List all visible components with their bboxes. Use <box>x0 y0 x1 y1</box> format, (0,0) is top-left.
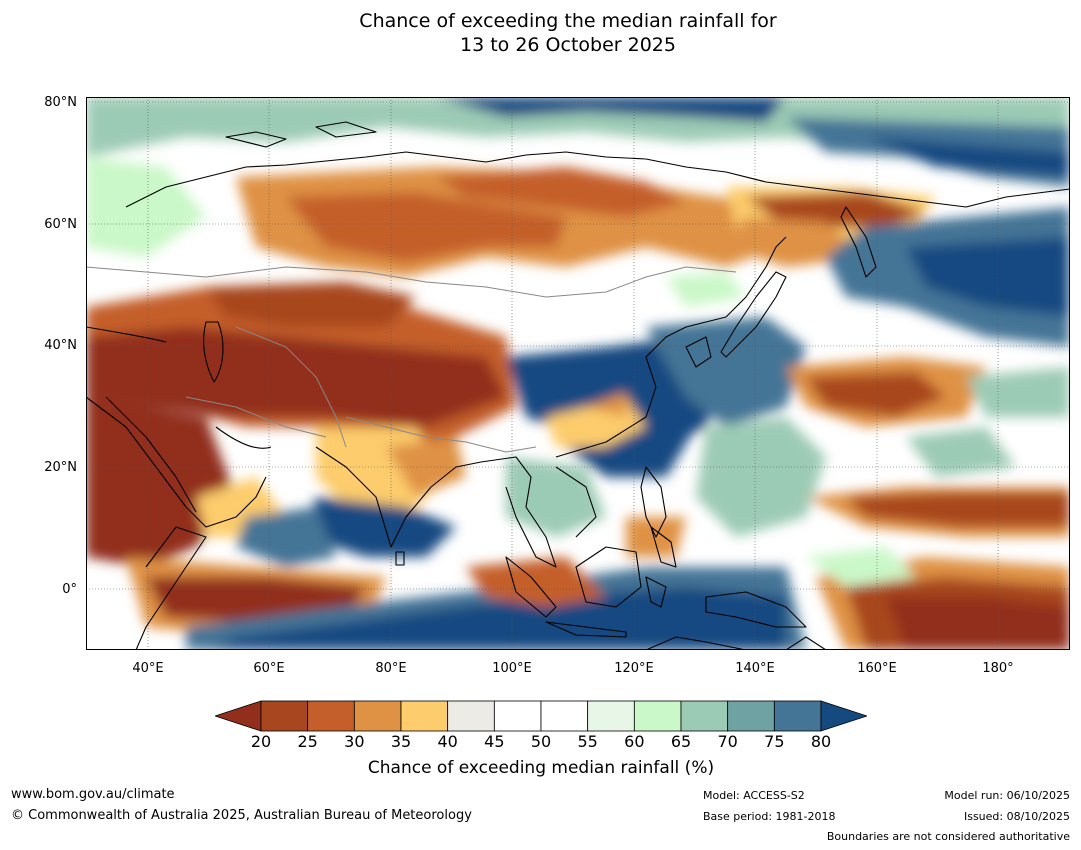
colorbar-extend-low <box>215 700 262 732</box>
colorbar-tick-label: 35 <box>390 732 412 751</box>
colorbar-tick-label: 50 <box>530 732 552 751</box>
lat-label-0: 0° <box>62 582 77 597</box>
country-borders <box>86 266 737 453</box>
lon-label-140e: 140°E <box>735 661 775 676</box>
colorbar-tick-label: 30 <box>344 732 365 751</box>
issued-text: Issued: 08/10/2025 <box>963 810 1070 823</box>
lon-label-120e: 120°E <box>614 661 654 676</box>
lat-label-20n: 20°N <box>44 460 77 475</box>
rainfall-probability-map <box>86 97 1070 650</box>
model-text: Model: ACCESS-S2 <box>703 789 805 802</box>
colorbar-cell <box>540 700 589 732</box>
colorbar-cell <box>587 700 635 732</box>
base-period-text: Base period: 1981-2018 <box>703 810 836 823</box>
colorbar-tick-label: 45 <box>484 732 505 751</box>
colorbar-cell <box>633 700 682 732</box>
boundaries-note: Boundaries are not considered authoritat… <box>826 830 1070 843</box>
colorbar-extend-high <box>820 700 867 732</box>
lon-label-80e: 80°E <box>375 661 407 676</box>
colorbar-cell <box>307 700 355 732</box>
colorbar-tick-label: 70 <box>717 732 738 751</box>
colorbar-cell <box>773 700 822 732</box>
title-line-2: 13 to 26 October 2025 <box>460 34 676 56</box>
lon-label-160e: 160°E <box>857 661 897 676</box>
colorbar-tick-label: 40 <box>437 732 458 751</box>
lon-label-180: 180° <box>982 661 1014 676</box>
coastlines <box>86 121 1070 650</box>
lon-label-40e: 40°E <box>132 661 164 676</box>
graticule <box>86 97 1070 650</box>
colorbar-cell <box>400 700 449 732</box>
lon-label-100e: 100°E <box>492 661 532 676</box>
colorbar-tick-label: 55 <box>577 732 598 751</box>
colorbar-tick-label: 80 <box>810 732 832 751</box>
colorbar-tick-label: 20 <box>250 732 272 751</box>
map-title: Chance of exceeding the median rainfall … <box>0 9 1081 57</box>
colorbar-cell <box>447 700 495 732</box>
colorbar-tick-label: 60 <box>624 732 645 751</box>
model-run-text: Model run: 06/10/2025 <box>944 789 1070 802</box>
lat-label-60n: 60°N <box>44 217 77 232</box>
lat-label-80n: 80°N <box>44 95 77 110</box>
website-link[interactable]: www.bom.gov.au/climate <box>11 787 175 802</box>
title-line-1: Chance of exceeding the median rainfall … <box>359 10 777 32</box>
colorbar-tick-label: 25 <box>297 732 318 751</box>
colorbar <box>215 700 867 732</box>
lat-label-40n: 40°N <box>44 338 77 353</box>
colorbar-label: Chance of exceeding median rainfall (%) <box>367 758 715 778</box>
colorbar-cell <box>680 700 729 732</box>
copyright-text: © Commonwealth of Australia 2025, Austra… <box>11 808 472 823</box>
probability-field <box>86 97 1070 650</box>
colorbar-cell <box>727 700 775 732</box>
colorbar-cell <box>260 700 309 732</box>
lon-label-60e: 60°E <box>253 661 285 676</box>
colorbar-cell <box>353 700 402 732</box>
colorbar-tick-label: 65 <box>670 732 692 751</box>
colorbar-tick-label: 75 <box>764 732 785 751</box>
colorbar-cell <box>493 700 542 732</box>
